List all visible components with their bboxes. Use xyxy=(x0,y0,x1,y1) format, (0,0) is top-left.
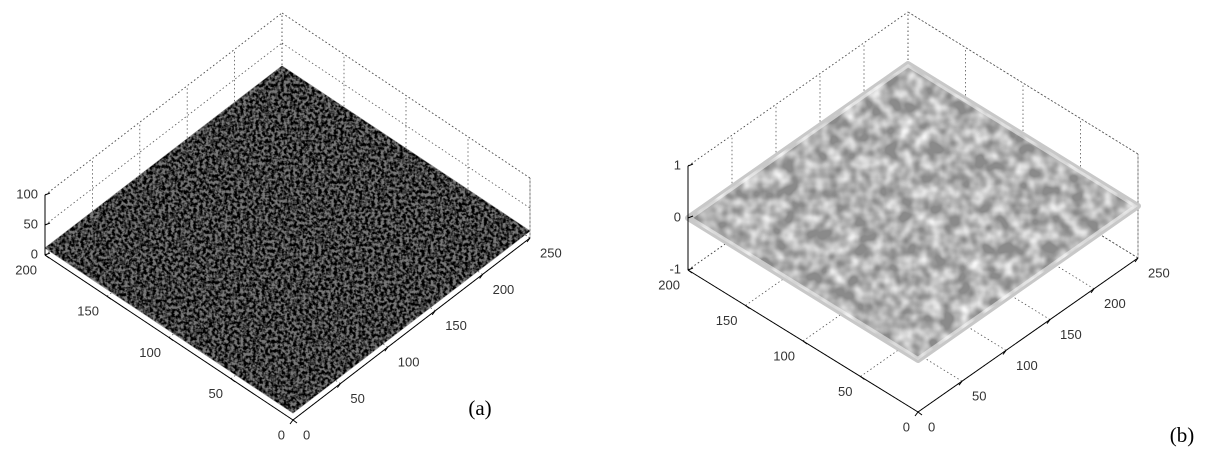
x-tick-label: 50 xyxy=(350,391,364,406)
y-tick xyxy=(293,420,297,423)
y-tick-label: 150 xyxy=(77,304,99,319)
y-tick-label: 200 xyxy=(15,262,37,277)
x-tick-label: 250 xyxy=(540,245,562,260)
z-tick-label: 1 xyxy=(674,157,681,172)
y-tick xyxy=(45,255,49,258)
y-tick xyxy=(918,412,922,415)
y-tick xyxy=(169,338,173,341)
x-tick-label: 150 xyxy=(445,318,467,333)
surface-texture xyxy=(688,64,1138,360)
x-tick-label: 0 xyxy=(928,419,935,434)
z-tick-label: 0 xyxy=(31,246,38,261)
y-tick-label: 200 xyxy=(658,277,680,292)
surface-texture xyxy=(45,66,530,413)
x-tick-label: 200 xyxy=(1104,296,1126,311)
x-tick-label: 250 xyxy=(1148,265,1170,280)
panel-label: (b) xyxy=(1170,423,1195,447)
panel-label: (a) xyxy=(468,396,491,420)
y-tick-label: 150 xyxy=(716,313,738,328)
y-tick-label: 100 xyxy=(773,348,795,363)
x-tick xyxy=(915,412,918,416)
x-tick xyxy=(290,420,293,424)
y-tick xyxy=(861,377,865,380)
y-tick-label: 50 xyxy=(838,384,852,399)
y-tick xyxy=(688,270,692,273)
y-tick-label: 50 xyxy=(209,386,223,401)
z-tick-label: 100 xyxy=(16,186,38,201)
y-tick-label: 0 xyxy=(278,427,285,442)
y-tick xyxy=(746,306,750,309)
y-tick-label: 0 xyxy=(903,419,910,434)
z-tick-label: 0 xyxy=(674,209,681,224)
z-tick-label: -1 xyxy=(669,261,681,276)
x-tick-label: 100 xyxy=(1016,358,1038,373)
y-tick xyxy=(231,379,235,382)
x-tick-label: 100 xyxy=(398,355,420,370)
x-tick-label: 0 xyxy=(303,427,310,442)
x-tick-label: 150 xyxy=(1060,327,1082,342)
z-tick-label: 50 xyxy=(24,216,38,231)
y-tick xyxy=(803,341,807,344)
figure: 050100150200250050100150200050100(a)0501… xyxy=(0,0,1211,450)
y-tick-label: 100 xyxy=(139,345,161,360)
x-tick-label: 200 xyxy=(493,282,515,297)
y-tick xyxy=(107,296,111,299)
x-tick-label: 50 xyxy=(972,389,986,404)
